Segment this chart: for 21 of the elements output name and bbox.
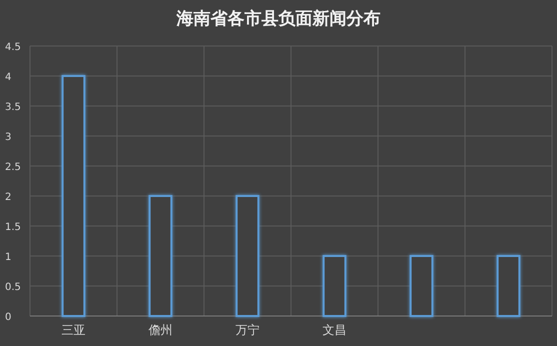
bar bbox=[410, 255, 434, 317]
y-tick-label: 2 bbox=[5, 192, 12, 203]
y-tick-label: 4 bbox=[5, 72, 12, 83]
bar bbox=[496, 255, 520, 317]
x-tick-label: 儋州 bbox=[148, 323, 172, 337]
bar bbox=[148, 195, 172, 317]
bar bbox=[322, 255, 346, 317]
y-tick-label: 3.5 bbox=[5, 102, 21, 113]
y-tick-label: 3 bbox=[5, 132, 12, 143]
y-tick-label: 1.5 bbox=[5, 222, 21, 233]
y-tick-label: 1 bbox=[5, 252, 12, 263]
bar bbox=[236, 195, 260, 317]
bar bbox=[62, 75, 86, 317]
x-tick-label: 三亚 bbox=[62, 323, 86, 337]
y-tick-label: 4.5 bbox=[5, 42, 21, 53]
y-tick-label: 0.5 bbox=[5, 282, 21, 293]
chart-title: 海南省各市县负面新闻分布 bbox=[176, 9, 380, 29]
y-tick-label: 2.5 bbox=[5, 162, 21, 173]
x-tick-label: 文昌 bbox=[322, 323, 346, 337]
x-tick-label: 万宁 bbox=[236, 323, 260, 337]
y-tick-label: 0 bbox=[5, 312, 12, 323]
